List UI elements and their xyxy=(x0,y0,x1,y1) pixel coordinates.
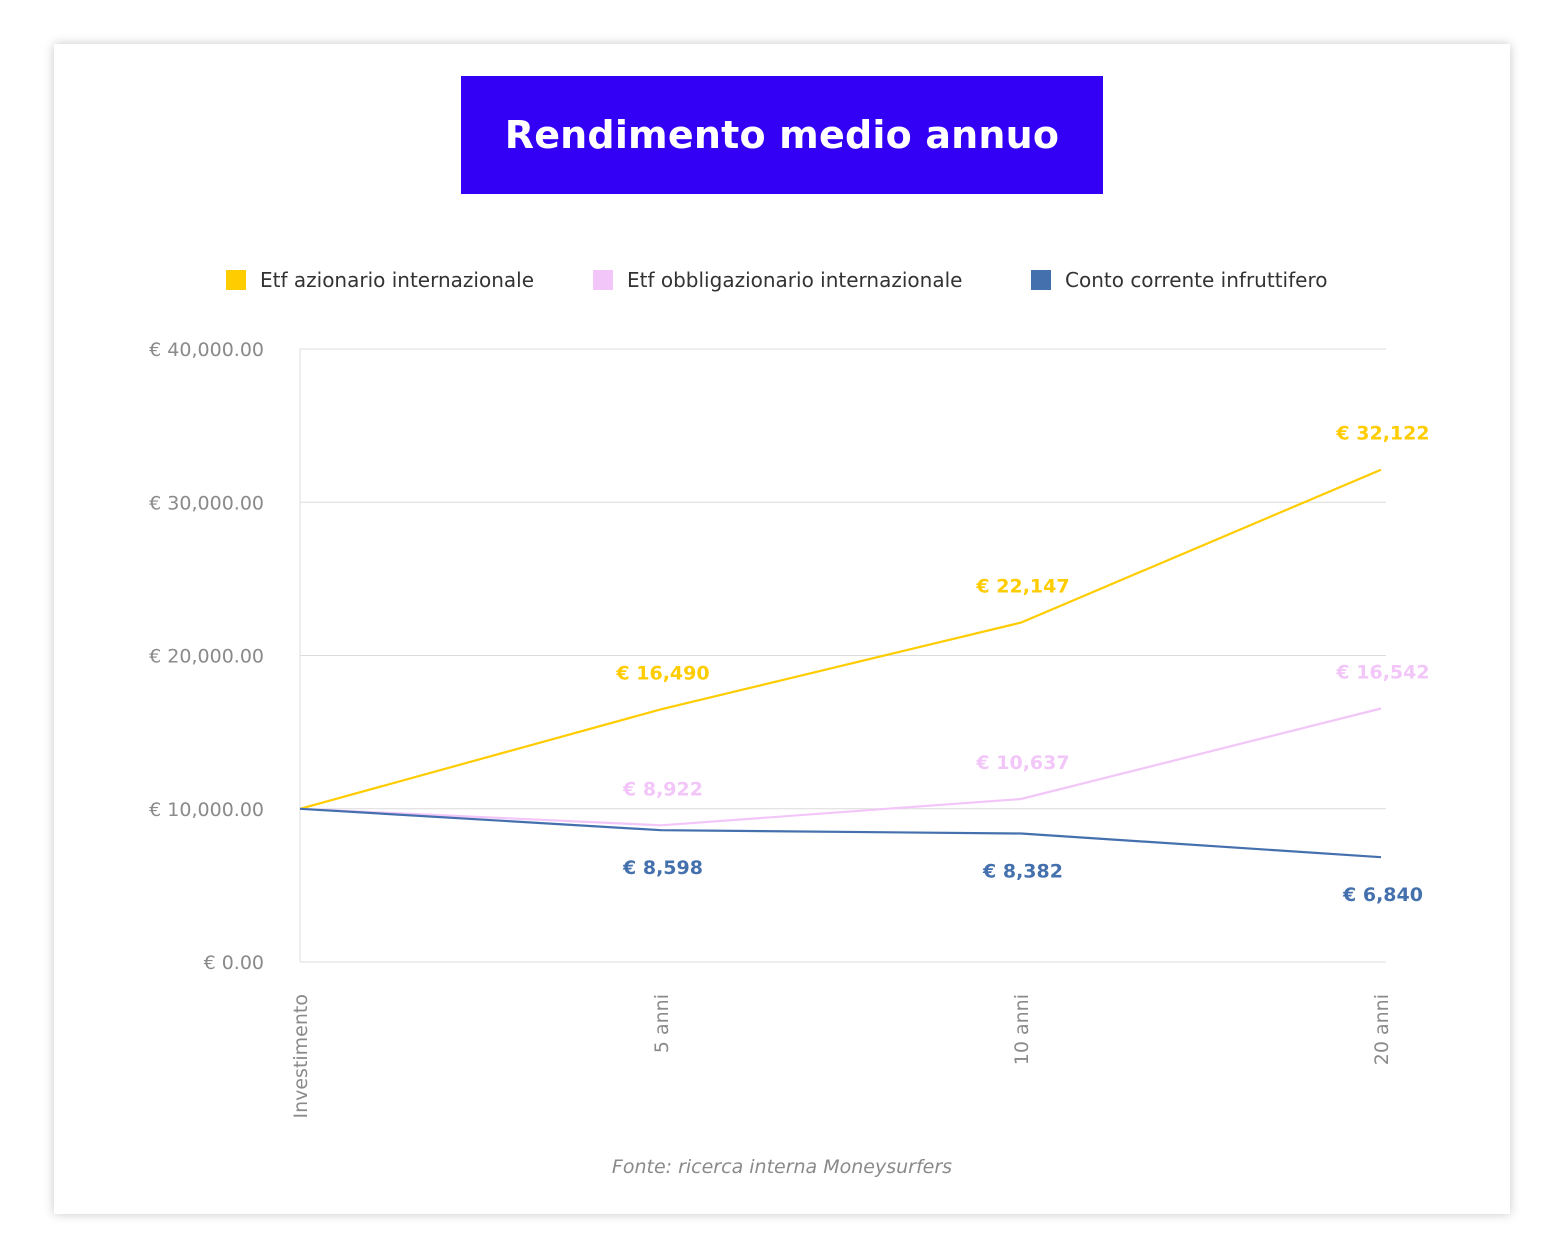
data-label-2-1: € 8,598 xyxy=(622,857,703,879)
legend-swatch-conto-corrente xyxy=(1031,270,1051,290)
legend-swatch-azionario xyxy=(226,270,246,290)
x-tick-label-2: 10 anni xyxy=(1011,994,1033,1065)
data-label-2-3: € 6,840 xyxy=(1342,884,1423,906)
x-tick-label-1: 5 anni xyxy=(651,994,673,1053)
legend-item-obbligazionario: Etf obbligazionario internazionale xyxy=(593,266,962,294)
data-label-1-1: € 8,922 xyxy=(622,778,703,800)
data-label-0-1: € 16,490 xyxy=(615,662,709,684)
y-tick-label-1: € 10,000.00 xyxy=(149,799,264,821)
source-note: Fonte: ricerca interna Moneysurfers xyxy=(611,1156,953,1178)
legend-swatch-obbligazionario xyxy=(593,270,613,290)
y-tick-label-3: € 30,000.00 xyxy=(149,492,264,514)
series-line-2 xyxy=(299,807,1382,859)
y-tick-label-4: € 40,000.00 xyxy=(149,339,264,361)
series-line-1 xyxy=(299,707,1382,827)
data-label-1-3: € 16,542 xyxy=(1335,662,1429,684)
legend-item-conto-corrente: Conto corrente infruttifero xyxy=(1031,266,1327,294)
data-label-0-2: € 22,147 xyxy=(975,576,1069,598)
data-label-0-3: € 32,122 xyxy=(1335,423,1429,445)
series-line-0 xyxy=(299,468,1382,810)
y-tick-label-2: € 20,000.00 xyxy=(149,646,264,668)
y-tick-label-0: € 0.00 xyxy=(204,952,264,974)
chart-title: Rendimento medio annuo xyxy=(504,113,1060,157)
chart-title-banner: Rendimento medio annuo xyxy=(461,76,1103,194)
legend-label-azionario: Etf azionario internazionale xyxy=(260,268,534,292)
legend-item-azionario: Etf azionario internazionale xyxy=(226,266,534,294)
legend-label-conto-corrente: Conto corrente infruttifero xyxy=(1065,268,1328,292)
legend-label-obbligazionario: Etf obbligazionario internazionale xyxy=(627,268,963,292)
data-label-2-2: € 8,382 xyxy=(982,861,1063,883)
data-label-1-2: € 10,637 xyxy=(975,752,1069,774)
x-tick-label-0: Investimento xyxy=(290,994,312,1119)
chart-legend: Etf azionario internazionale Etf obbliga… xyxy=(0,266,1564,296)
chart-card xyxy=(54,44,1510,1214)
x-tick-label-3: 20 anni xyxy=(1371,994,1393,1065)
